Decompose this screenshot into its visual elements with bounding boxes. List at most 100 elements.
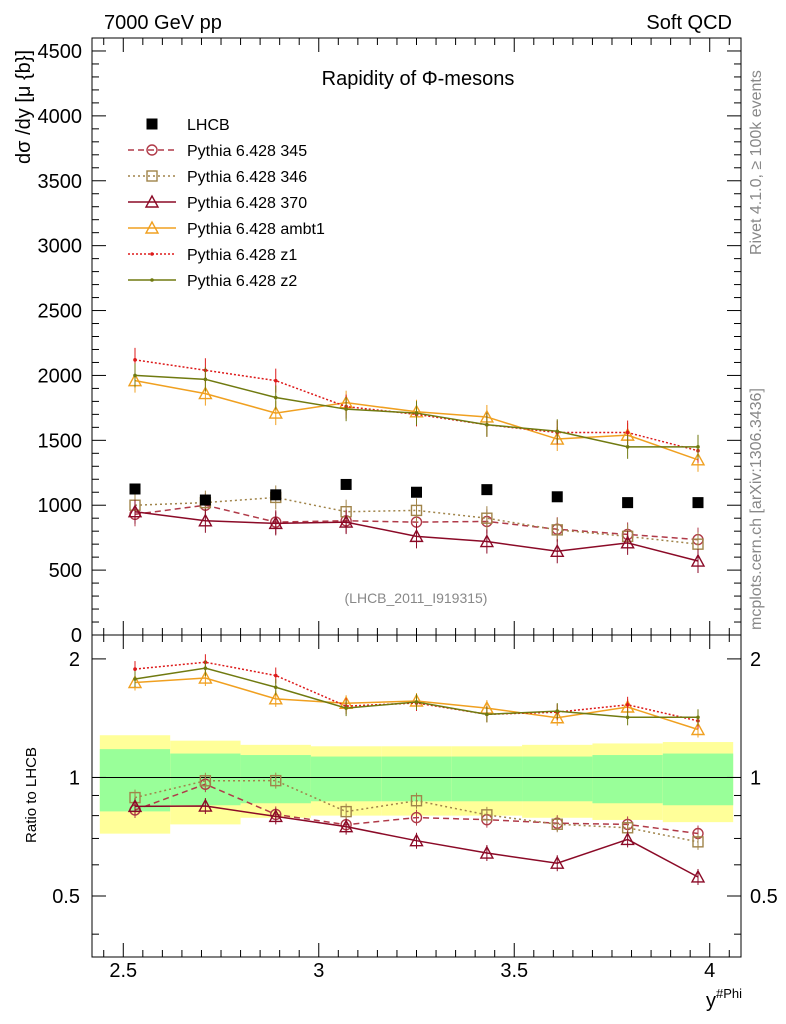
legend-marker — [150, 252, 154, 256]
rivet-label: Rivet 4.1.0, ≥ 100k events — [748, 70, 765, 255]
legend-label: Pythia 6.428 ambt1 — [187, 221, 325, 238]
series-ratio-point — [414, 700, 419, 704]
series-point — [479, 534, 495, 548]
y-tick-label: 1500 — [38, 430, 83, 452]
y-tick-label: 0 — [71, 625, 82, 647]
data-point — [340, 478, 352, 490]
series-ratio-point — [550, 710, 565, 724]
x-axis-label: y#Phi — [706, 986, 742, 1012]
legend-marker — [144, 194, 160, 208]
data-point — [199, 494, 211, 506]
series-ratio-point — [479, 845, 495, 859]
y-tick-label: 4000 — [38, 106, 83, 128]
series-point — [620, 535, 635, 549]
series-ratio-point — [273, 673, 278, 678]
data-point — [270, 489, 282, 501]
legend-label: Pythia 6.428 345 — [187, 143, 307, 160]
series-ratio-point — [344, 706, 348, 710]
series-ratio-point — [485, 712, 489, 717]
series-point — [625, 445, 630, 449]
legend-label: Pythia 6.428 z2 — [187, 273, 297, 290]
series-point — [273, 395, 278, 400]
series-ratio-point — [625, 702, 630, 707]
series-ratio-point — [340, 805, 352, 818]
legend-marker — [144, 220, 160, 234]
legend-marker — [146, 118, 158, 130]
y-tick-label: 500 — [49, 560, 82, 582]
series-ratio-point — [338, 819, 354, 833]
series-point — [551, 524, 563, 536]
legend-data: LHCB — [146, 117, 230, 134]
series-5 — [133, 363, 700, 726]
data-points — [129, 478, 704, 509]
series-ratio-point — [127, 798, 143, 813]
data-point — [481, 484, 493, 496]
series-point — [127, 504, 143, 518]
series-point — [133, 373, 137, 378]
data-point — [692, 497, 704, 509]
legend-label: Pythia 6.428 346 — [187, 169, 307, 186]
legend-entry-3: Pythia 6.428 ambt1 — [128, 220, 325, 238]
series-point — [550, 543, 565, 557]
ratio-tick-label-right: 2 — [750, 649, 761, 671]
series-ratio-point — [268, 691, 283, 705]
series-2 — [127, 499, 706, 885]
legend-label: Pythia 6.428 370 — [187, 195, 307, 212]
series-ratio-point — [692, 836, 704, 848]
y-tick-label: 2500 — [38, 301, 83, 323]
band-inner — [522, 756, 593, 802]
x-tick-label: 3.5 — [500, 960, 528, 982]
y-tick-label: 2000 — [38, 365, 83, 387]
data-point — [551, 491, 563, 503]
ratio-tick-label-right: 1 — [750, 767, 761, 789]
series-ratio-point — [199, 775, 212, 787]
series-ratio-point — [133, 667, 137, 671]
series-point — [268, 515, 283, 530]
series-ratio-point — [409, 833, 424, 847]
series-ratio-point — [270, 774, 282, 787]
series-point — [273, 378, 278, 383]
legend-entry-4: Pythia 6.428 z1 — [128, 247, 297, 264]
x-axis-label-sup: #Phi — [716, 986, 742, 1001]
ratio-uncertainty-bands — [92, 735, 741, 834]
series-ratio-point — [273, 685, 278, 690]
legend-entry-2: Pythia 6.428 370 — [128, 194, 307, 212]
series-ratio-point — [198, 670, 213, 684]
series-point — [409, 528, 424, 543]
series-ratio-point — [625, 715, 630, 720]
y-tick-label: 3000 — [38, 236, 83, 258]
series-ratio-point — [410, 811, 423, 824]
series-lines — [127, 347, 706, 885]
band-inner — [662, 753, 734, 806]
x-tick-label: 2.5 — [109, 960, 137, 982]
ratio-tick-label-left: 1 — [69, 767, 80, 789]
data-point — [129, 483, 141, 495]
legend-entry-1: Pythia 6.428 346 — [128, 169, 307, 186]
series-ratio-point — [550, 855, 565, 869]
series-ratio-point — [690, 869, 706, 883]
band-inner — [310, 756, 382, 802]
legend-marker — [146, 144, 158, 156]
series-point — [696, 445, 700, 449]
mcplots-label: mcplots.cern.ch [arXiv:1306.3436] — [748, 388, 765, 630]
series-point — [198, 513, 213, 527]
series-ratio-point — [555, 709, 560, 713]
legend-entry-0: Pythia 6.428 345 — [128, 143, 307, 160]
data-point — [622, 497, 634, 509]
series-ratio-point — [133, 677, 137, 681]
ratio-tick-label-left: 2 — [69, 649, 80, 671]
legend-marker — [150, 278, 154, 282]
legend-entry-5: Pythia 6.428 z2 — [128, 273, 297, 290]
legend-label: Pythia 6.428 z1 — [187, 247, 297, 264]
series-line-ratio — [134, 661, 699, 722]
y-axis-label: dσ /dy [μ {b}] — [13, 50, 35, 164]
series-ratio-point — [551, 818, 563, 830]
series-ratio-point — [696, 715, 700, 720]
series-point — [268, 405, 283, 419]
series-point — [625, 430, 630, 435]
axes-ticks: 2.5 3 3.5 4 0 500 1000 1500 2000 2500 3000 3500 4000… — [38, 37, 778, 982]
series-ratio-point — [690, 722, 706, 736]
band-inner — [451, 756, 523, 802]
series-ratio-point — [481, 809, 493, 821]
